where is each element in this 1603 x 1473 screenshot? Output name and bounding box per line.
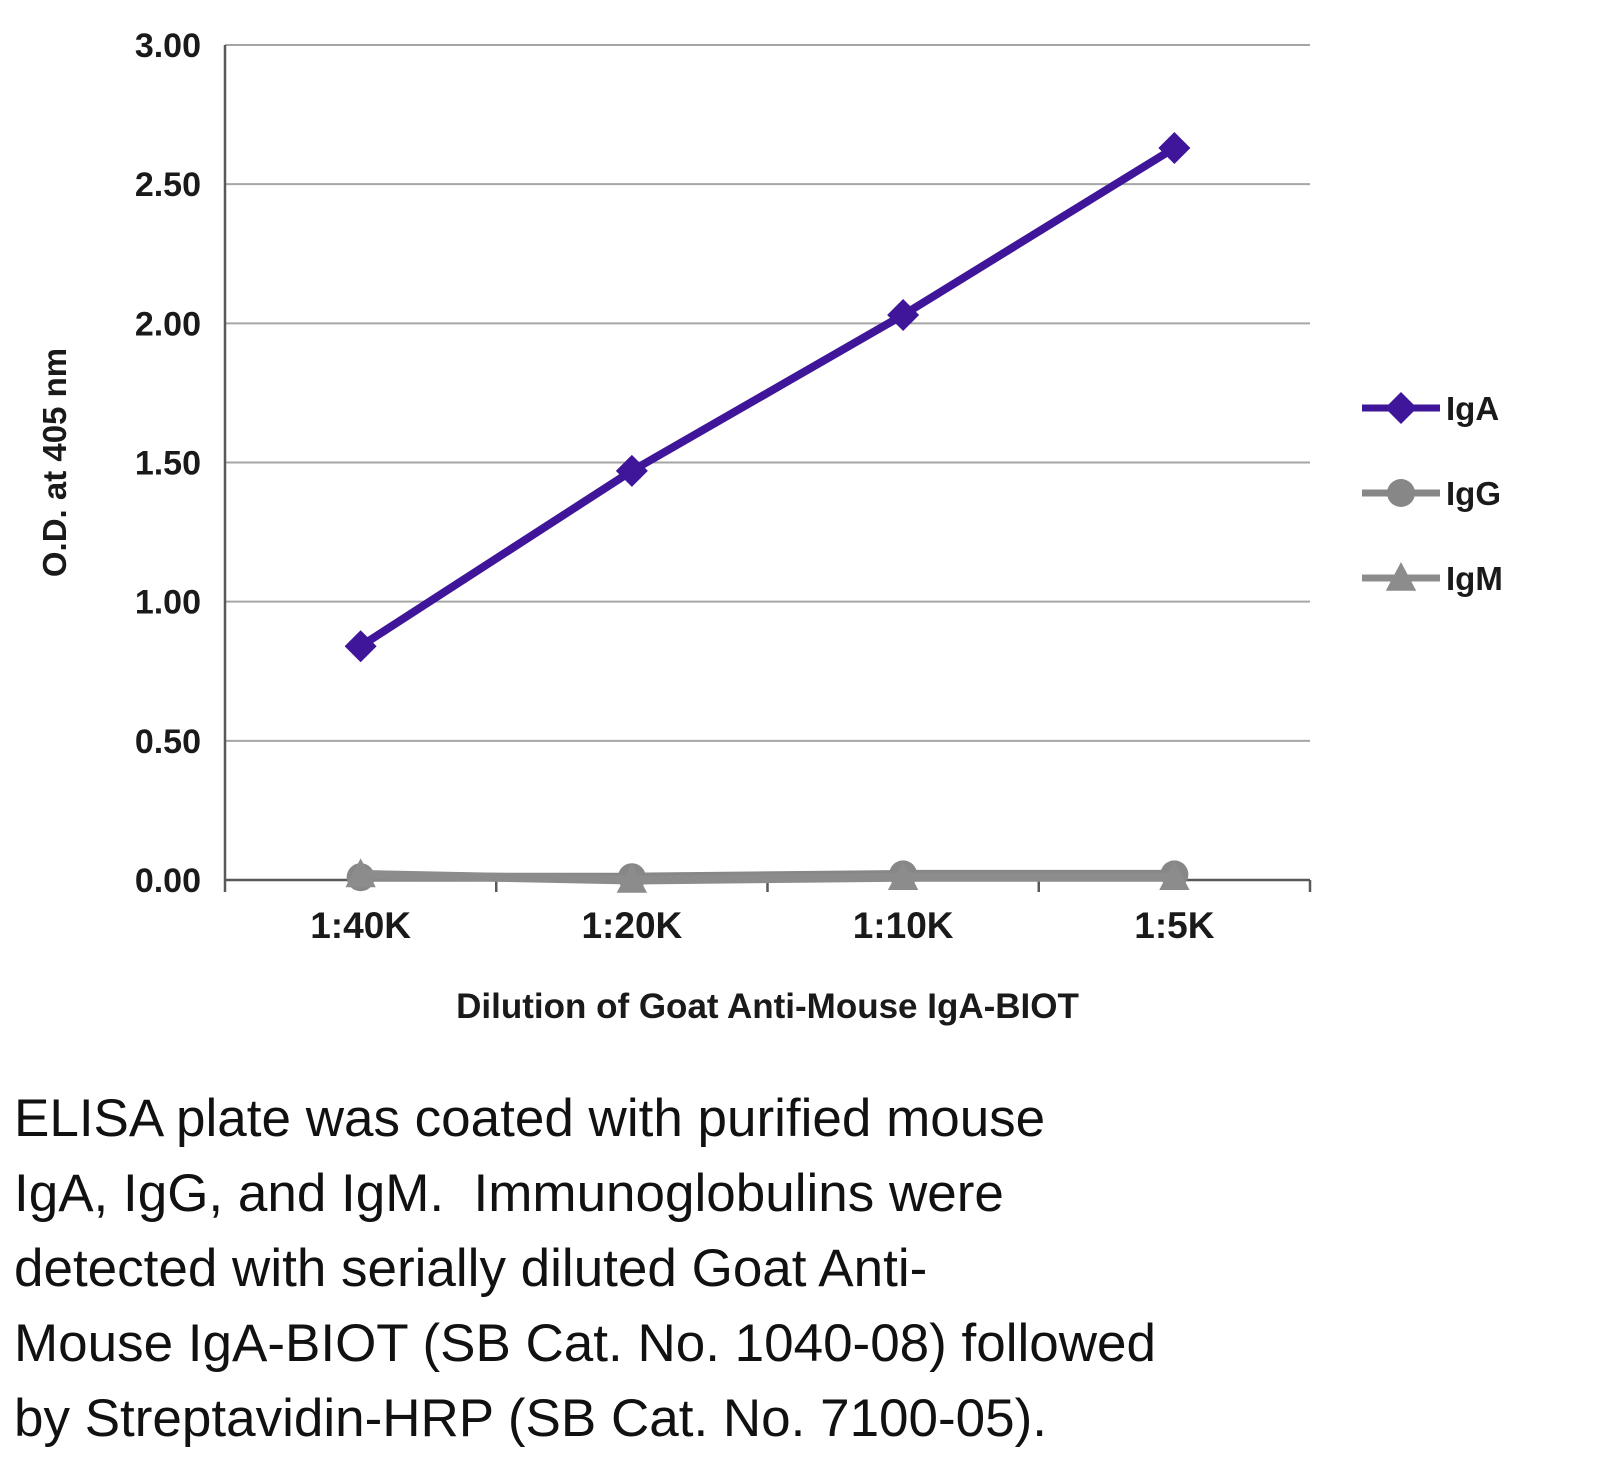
series-line-IgM [356, 869, 1179, 885]
y-tick-label: 1.50 [135, 445, 201, 483]
legend-label-IgG: IgG [1446, 475, 1501, 512]
caption-line: ELISA plate was coated with purified mou… [14, 1089, 1046, 1148]
y-tick-label: 3.00 [135, 27, 201, 65]
x-tick-label: 1:20K [581, 905, 682, 946]
x-tick-label: 1:5K [1134, 905, 1214, 946]
caption-line: Mouse IgA-BIOT (SB Cat. No. 1040-08) fol… [14, 1314, 1156, 1373]
caption-line: detected with serially diluted Goat Anti… [14, 1239, 928, 1298]
caption-line: IgA, IgG, and IgM. Immunoglobulins were [14, 1164, 1004, 1223]
x-tick-label: 1:10K [853, 905, 954, 946]
marker-IgA [887, 298, 920, 331]
marker-IgM [616, 864, 648, 893]
x-tick-label: 1:40K [310, 905, 411, 946]
legend-marker-IgM [1385, 562, 1417, 591]
marker-IgA [1158, 131, 1191, 164]
chart-svg: 0.00 0.50 1.00 1.50 2.00 2.50 3.00 1:40K 1:20K 1:… [36, 27, 1503, 1026]
y-tick-label: 2.50 [135, 166, 201, 204]
legend-label-IgA: IgA [1446, 390, 1499, 427]
marker-IgA [615, 454, 648, 487]
marker-IgM [887, 861, 919, 891]
y-axis-title: O.D. at 405 nm [36, 348, 73, 577]
legend-marker-IgA [1385, 392, 1417, 424]
x-axis-title: Dilution of Goat Anti-Mouse IgA-BIOT [456, 987, 1079, 1026]
y-tick-label: 0.00 [135, 862, 201, 900]
legend-marker-IgG [1387, 479, 1415, 507]
y-tick-label: 0.50 [135, 723, 201, 761]
series-line-IgA [356, 143, 1179, 651]
y-tick-label: 2.00 [135, 305, 201, 343]
marker-IgA [344, 630, 377, 663]
legend-label-IgM: IgM [1446, 560, 1503, 597]
caption-line: by Streptavidin-HRP (SB Cat. No. 7100-05… [14, 1389, 1047, 1448]
marker-IgM [345, 858, 376, 888]
figure-caption: ELISA plate was coated with purified mou… [14, 1081, 1603, 1456]
y-tick-label: 1.00 [135, 584, 201, 622]
marker-IgM [1159, 861, 1190, 891]
